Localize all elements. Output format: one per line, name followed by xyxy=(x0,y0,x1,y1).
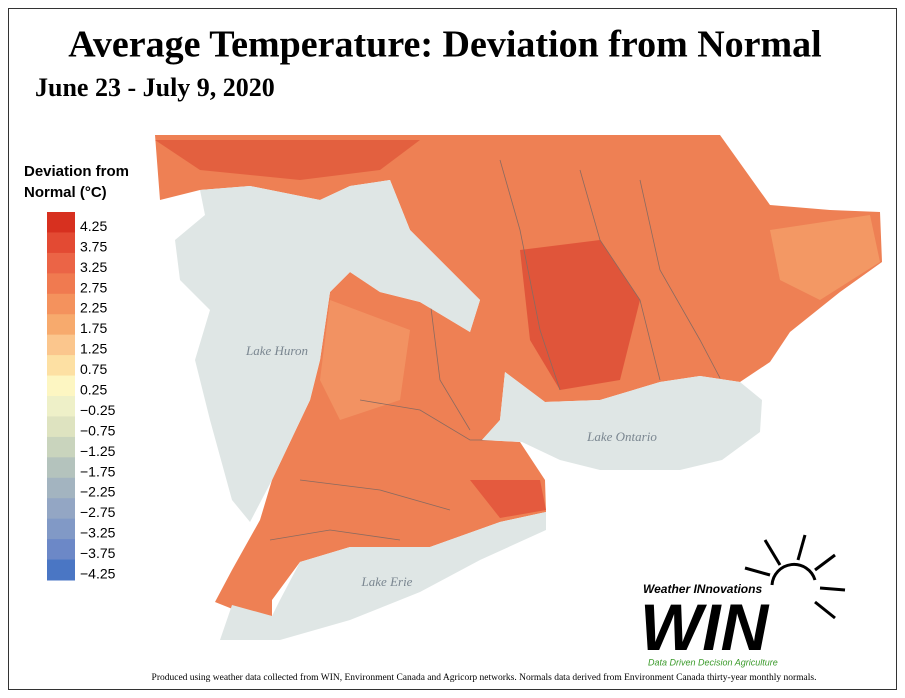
legend-swatch xyxy=(47,232,75,254)
logo-tagline: Weather INnovations xyxy=(643,582,762,596)
legend-label: 0.25 xyxy=(80,381,107,397)
warm-patch xyxy=(155,140,420,180)
boundaries xyxy=(269,159,721,541)
lake-label: Lake Huron xyxy=(245,343,308,358)
legend-swatch xyxy=(47,498,75,520)
legend-label: 3.75 xyxy=(80,238,107,254)
legend-title: Deviation from xyxy=(24,163,129,180)
title: Average Temperature: Deviation from Norm… xyxy=(68,24,822,66)
legend-swatch xyxy=(47,518,75,540)
legend-label: 4.25 xyxy=(80,218,107,234)
cool-patch xyxy=(770,215,880,300)
legend-swatch xyxy=(47,559,75,581)
legend-label: −0.75 xyxy=(80,422,116,438)
legend-swatch xyxy=(47,416,75,438)
legend-swatch xyxy=(47,334,75,356)
legend-swatch xyxy=(47,273,75,295)
lake-label: Lake Erie xyxy=(361,574,413,589)
legend-label: −3.75 xyxy=(80,545,116,561)
legend-label: 1.75 xyxy=(80,320,107,336)
legend-label: 2.75 xyxy=(80,279,107,295)
map: Lake Huron Lake Ontario Lake Erie xyxy=(155,135,882,640)
legend-swatch xyxy=(47,293,75,315)
legend-label: −2.75 xyxy=(80,504,116,520)
legend-swatch xyxy=(47,252,75,274)
legend-label: 2.25 xyxy=(80,300,107,316)
legend-swatch xyxy=(47,539,75,561)
lake-huron xyxy=(175,180,480,522)
legend-label: −1.75 xyxy=(80,463,116,479)
warm-patch xyxy=(520,240,640,390)
sun-icon xyxy=(744,534,846,620)
legend-label: 3.25 xyxy=(80,259,107,275)
legend-label: 0.75 xyxy=(80,361,107,377)
legend-label: −1.25 xyxy=(80,443,116,459)
logo-slogan: Data Driven Decision Agriculture xyxy=(648,657,778,667)
legend-label: −0.25 xyxy=(80,402,116,418)
lake-ontario xyxy=(482,372,762,470)
legend-label: −2.25 xyxy=(80,484,116,500)
subtitle: June 23 - July 9, 2020 xyxy=(35,73,275,102)
legend-label: 1.25 xyxy=(80,341,107,357)
legend-label: −3.25 xyxy=(80,525,116,541)
legend-swatch xyxy=(47,477,75,499)
logo: Weather INnovations WIN Data Driven Deci… xyxy=(640,534,846,667)
legend-title: Normal (°C) xyxy=(24,184,107,201)
lake-erie xyxy=(220,512,546,640)
legend-swatch xyxy=(47,355,75,377)
legend-swatch xyxy=(47,436,75,458)
legend: Deviation from Normal (°C) 4.25 3.75 3.25 2… xyxy=(24,163,129,582)
warm-patch xyxy=(470,480,546,518)
cool-patch xyxy=(320,300,410,420)
legend-label: −4.25 xyxy=(80,565,116,581)
legend-swatch xyxy=(47,396,75,417)
lake-label: Lake Ontario xyxy=(586,429,657,444)
legend-swatch xyxy=(47,457,75,479)
footer-note: Produced using weather data collected fr… xyxy=(152,672,817,683)
legend-swatch xyxy=(47,212,75,233)
logo-name: WIN xyxy=(640,590,770,664)
legend-swatch xyxy=(47,314,75,336)
land xyxy=(155,135,882,616)
lakes xyxy=(175,180,762,640)
legend-swatch xyxy=(47,375,75,397)
